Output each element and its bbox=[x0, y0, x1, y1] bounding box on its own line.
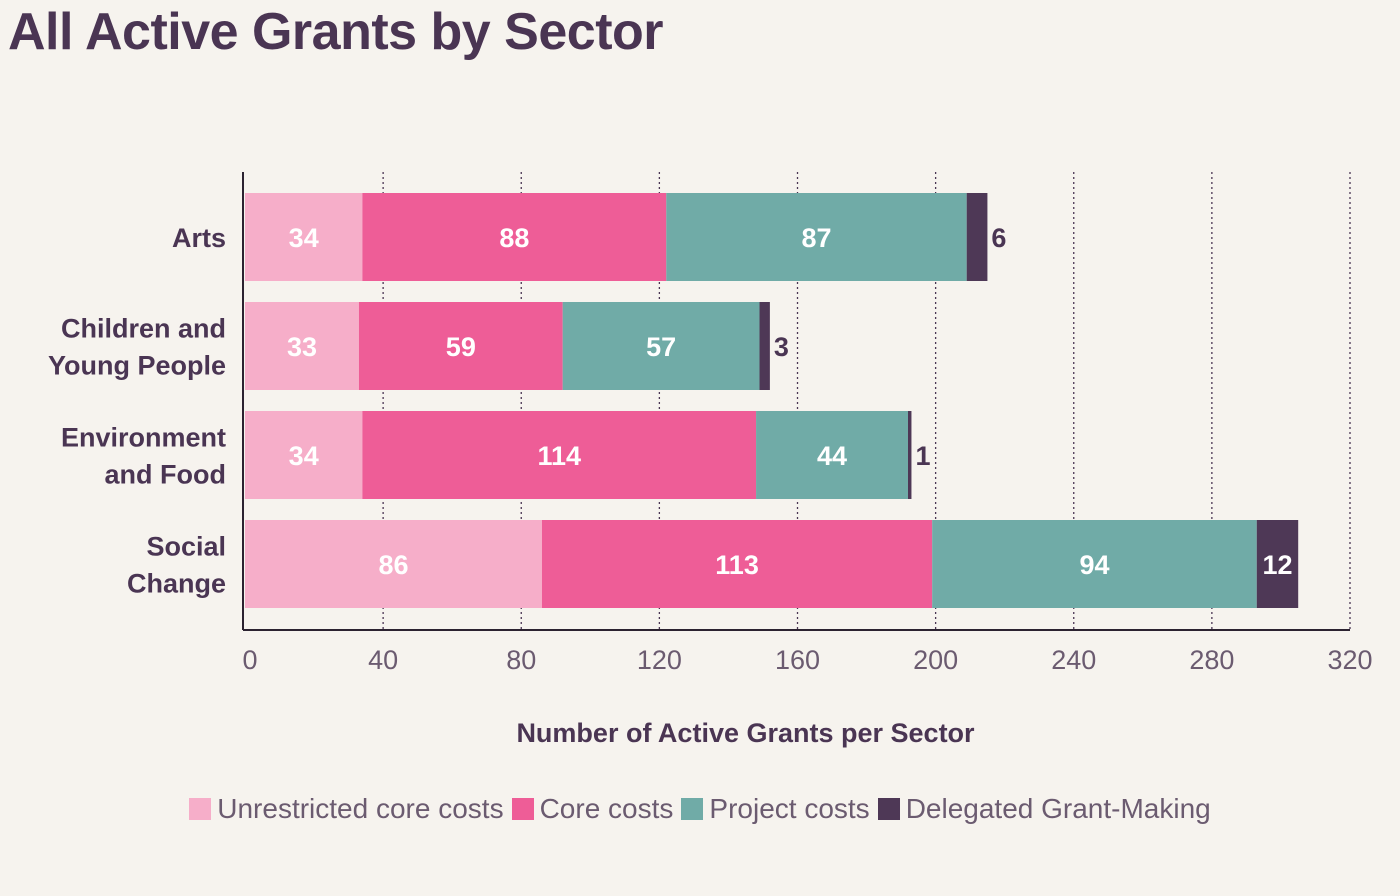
bar-segment bbox=[362, 193, 667, 281]
bar-value-label: 57 bbox=[646, 332, 676, 362]
x-tick-label: 160 bbox=[775, 645, 820, 675]
legend-item: Core costs bbox=[511, 793, 674, 825]
bar-value-label: 3 bbox=[774, 332, 789, 362]
category-label: and Food bbox=[105, 460, 226, 490]
bar-value-label: 88 bbox=[499, 223, 529, 253]
bar-value-label: 114 bbox=[537, 441, 581, 471]
bar-value-label: 33 bbox=[287, 332, 317, 362]
bar-segment bbox=[541, 520, 933, 608]
x-tick-label: 240 bbox=[1051, 645, 1096, 675]
bar-value-label: 94 bbox=[1079, 550, 1109, 580]
bar-segment bbox=[1256, 520, 1299, 608]
bar-segment bbox=[245, 411, 363, 499]
bar-segment bbox=[908, 411, 912, 499]
bar-value-label: 1 bbox=[915, 441, 930, 471]
bar-value-label: 86 bbox=[378, 550, 408, 580]
bar-segment bbox=[358, 302, 563, 390]
x-axis-title: Number of Active Grants per Sector bbox=[516, 718, 975, 748]
chart-legend: Unrestricted core costs Core costs Project… bbox=[0, 793, 1400, 825]
x-tick-label: 120 bbox=[637, 645, 682, 675]
x-tick-label: 280 bbox=[1189, 645, 1234, 675]
bar-value-label: 44 bbox=[817, 441, 847, 471]
chart-title: All Active Grants by Sector bbox=[8, 3, 664, 61]
legend-item: Unrestricted core costs bbox=[189, 793, 504, 825]
category-label: Arts bbox=[172, 223, 226, 253]
category-label: Environment bbox=[61, 423, 226, 453]
bar-segment bbox=[245, 193, 363, 281]
legend-label: Delegated Grant-Making bbox=[905, 793, 1211, 824]
legend-swatch bbox=[511, 798, 534, 820]
bar-segment bbox=[245, 302, 359, 390]
bar-value-label: 34 bbox=[289, 223, 319, 253]
bar-segment bbox=[932, 520, 1257, 608]
x-tick-label: 320 bbox=[1327, 645, 1372, 675]
bar-segment bbox=[759, 302, 770, 390]
bar-value-label: 12 bbox=[1262, 550, 1292, 580]
x-tick-label: 40 bbox=[368, 645, 398, 675]
bar-segment bbox=[362, 411, 757, 499]
legend-label: Core costs bbox=[539, 793, 674, 824]
bar-value-label: 87 bbox=[801, 223, 831, 253]
legend-item: Project costs bbox=[681, 793, 870, 825]
bar-value-label: 6 bbox=[991, 223, 1006, 253]
bar-segment bbox=[756, 411, 908, 499]
bar-segment bbox=[562, 302, 760, 390]
category-label: Change bbox=[127, 569, 226, 599]
category-label: Children and bbox=[61, 314, 226, 344]
legend-item: Delegated Grant-Making bbox=[877, 793, 1211, 825]
legend-label: Project costs bbox=[709, 793, 870, 824]
legend-swatch bbox=[189, 798, 212, 820]
x-tick-label: 0 bbox=[242, 645, 257, 675]
x-tick-label: 80 bbox=[506, 645, 536, 675]
bar-segment bbox=[245, 520, 542, 608]
legend-swatch bbox=[877, 798, 900, 820]
bar-value-label: 59 bbox=[446, 332, 476, 362]
legend-swatch bbox=[681, 798, 704, 820]
x-tick-label: 200 bbox=[913, 645, 958, 675]
legend-label: Unrestricted core costs bbox=[217, 793, 504, 824]
category-label: Young People bbox=[48, 351, 226, 381]
bar-value-label: 34 bbox=[289, 441, 319, 471]
bar-segment bbox=[966, 193, 988, 281]
bar-segment bbox=[666, 193, 967, 281]
bar-value-label: 113 bbox=[715, 550, 759, 580]
category-label: Social bbox=[146, 532, 226, 562]
